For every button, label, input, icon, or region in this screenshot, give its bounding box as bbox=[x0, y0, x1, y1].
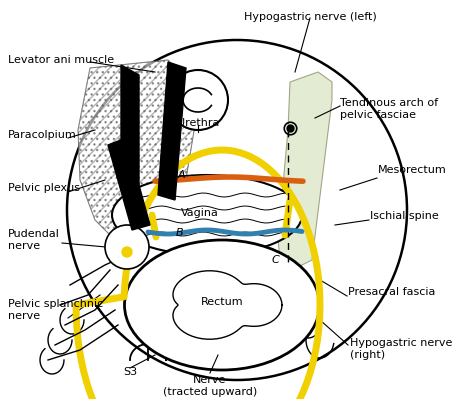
Text: A: A bbox=[177, 170, 185, 180]
Polygon shape bbox=[158, 62, 186, 200]
Text: Pudendal
nerve: Pudendal nerve bbox=[8, 229, 60, 251]
Circle shape bbox=[105, 225, 149, 269]
Text: Paracolpium: Paracolpium bbox=[8, 130, 77, 140]
Polygon shape bbox=[78, 60, 195, 240]
Text: Nerve
(tracted upward): Nerve (tracted upward) bbox=[163, 375, 257, 397]
Text: Hypogastric nerve (left): Hypogastric nerve (left) bbox=[244, 12, 376, 22]
Text: C: C bbox=[271, 255, 279, 265]
Text: Tendinous arch of
pelvic fasciae: Tendinous arch of pelvic fasciae bbox=[340, 98, 438, 120]
Polygon shape bbox=[278, 72, 332, 268]
Ellipse shape bbox=[125, 240, 319, 370]
Text: Ischial spine: Ischial spine bbox=[370, 211, 439, 221]
Ellipse shape bbox=[112, 175, 302, 255]
Text: Vagina: Vagina bbox=[181, 208, 219, 218]
Text: Mesorectum: Mesorectum bbox=[378, 165, 447, 175]
Text: Pelvic plexus: Pelvic plexus bbox=[8, 183, 80, 193]
Circle shape bbox=[122, 247, 132, 257]
Text: Levator ani muscle: Levator ani muscle bbox=[8, 55, 114, 65]
Circle shape bbox=[168, 70, 228, 130]
Text: Hypogastric nerve
(right): Hypogastric nerve (right) bbox=[350, 338, 452, 359]
Polygon shape bbox=[108, 138, 150, 230]
Polygon shape bbox=[121, 65, 139, 195]
Text: B: B bbox=[176, 228, 184, 238]
Text: Rectum: Rectum bbox=[201, 297, 243, 307]
Text: Presacral fascia: Presacral fascia bbox=[348, 287, 436, 297]
Text: S3: S3 bbox=[123, 367, 137, 377]
Text: Pelvic splanchnic
nerve: Pelvic splanchnic nerve bbox=[8, 299, 103, 321]
Text: Urethra: Urethra bbox=[177, 118, 219, 128]
